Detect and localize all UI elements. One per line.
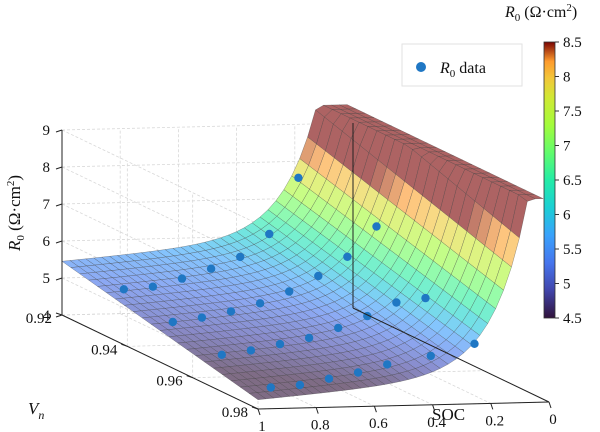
z-tick-label: 7 (43, 197, 51, 213)
z-axis-label: R0 (Ω·cm2) (5, 175, 27, 252)
x-tick-mark (373, 406, 377, 413)
z-tick-label: 5 (43, 271, 51, 287)
legend: R0 data (401, 43, 523, 87)
x-tick-label: 0.4 (427, 415, 446, 431)
x-axis-line (257, 401, 550, 410)
data-point (246, 346, 256, 355)
data-point (372, 222, 381, 231)
colorbar-gradient (543, 41, 556, 319)
x-tick-label: 0.6 (369, 416, 388, 432)
data-point (470, 339, 479, 348)
colorbar: R0 (Ω·cm2) 4.5 5 5.5 6 6.5 7 7.5 8 8.5 (504, 2, 582, 327)
y-tick-label: 0.94 (91, 342, 118, 358)
z-tick-mark (55, 240, 63, 244)
data-point (304, 333, 314, 343)
z-tick-label: 8 (43, 160, 51, 176)
colorbar-tick-label: 4.5 (563, 311, 582, 327)
x-tick-label: 0.2 (485, 413, 504, 429)
y-tick-label: 0.98 (222, 405, 248, 421)
y-tick-mark (186, 375, 193, 379)
z-tick-mark (55, 277, 63, 281)
y-tick-mark (251, 406, 259, 410)
z-tick-mark (55, 314, 63, 318)
y-axis-line (61, 314, 259, 410)
data-point (334, 323, 343, 333)
y-tick-mark (121, 343, 128, 347)
x-tick-mark (432, 404, 436, 411)
data-point (421, 293, 430, 303)
data-point (206, 264, 216, 273)
colorbar-tick-label: 6 (563, 208, 571, 224)
x-axis-line-right (352, 307, 550, 403)
y-tick-label: 0.96 (156, 374, 183, 390)
data-point (168, 317, 177, 327)
data-point (217, 350, 226, 359)
data-point (285, 287, 294, 296)
data-point (294, 173, 303, 182)
x-tick-mark (490, 403, 494, 410)
data-point (197, 313, 207, 322)
colorbar-tick-label: 8 (563, 70, 571, 86)
data-point (392, 298, 401, 307)
surface-mesh (61, 104, 544, 400)
z-tick-mark (55, 166, 63, 170)
data-point (324, 374, 334, 383)
z-tick-mark (55, 203, 63, 207)
grid-line-z (61, 122, 354, 131)
data-point (266, 383, 275, 392)
data-point (275, 339, 285, 349)
axes-frame (61, 123, 550, 410)
data-point (265, 229, 274, 239)
data-points (119, 173, 479, 392)
data-point (383, 360, 392, 369)
x-axis-label: SOC (432, 405, 465, 424)
data-point (343, 252, 352, 261)
y-tick-mark (55, 312, 63, 316)
data-point (177, 274, 187, 283)
colorbar-tick-label: 5.5 (563, 242, 582, 258)
axis-ticks: 4 5 6 7 8 9 0.92 0.94 0.96 0.98 1 0.8 0.6 0.4 0.2 0 (26, 123, 557, 432)
grid-line-z-left (61, 129, 259, 225)
legend-marker (416, 62, 426, 72)
y-tick-label: 0.92 (26, 311, 52, 327)
colorbar-tick-label: 7.5 (563, 104, 582, 120)
colorbar-tick-label: 8.5 (563, 35, 582, 51)
x-tick-label: 0.8 (311, 418, 330, 432)
z-tick-label: 4 (43, 308, 51, 324)
legend-label: R0 data (439, 60, 486, 80)
x-tick-mark (257, 408, 261, 416)
data-point (255, 299, 265, 308)
data-point (226, 307, 236, 316)
data-point (295, 380, 305, 390)
x-tick-label: 0 (549, 412, 557, 428)
z-tick-label: 6 (43, 234, 51, 250)
z-tick-label: 9 (43, 123, 51, 139)
x-tick-mark (315, 407, 319, 414)
x-tick-label: 1 (258, 419, 266, 432)
data-point (426, 351, 435, 361)
data-point (314, 271, 323, 281)
y-axis-label: Vn (28, 399, 44, 422)
data-point (236, 252, 245, 262)
colorbar-tick-label: 7 (563, 139, 571, 155)
surface-patch (248, 392, 267, 400)
colorbar-tick-label: 6.5 (563, 173, 582, 189)
data-point (353, 368, 363, 377)
z-tick-mark (55, 129, 63, 133)
colorbar-tick-label: 5 (563, 277, 571, 293)
data-point (148, 282, 158, 291)
colorbar-title: R0 (Ω·cm2) (504, 2, 577, 24)
data-point (119, 285, 128, 294)
x-tick-mark (548, 401, 552, 409)
